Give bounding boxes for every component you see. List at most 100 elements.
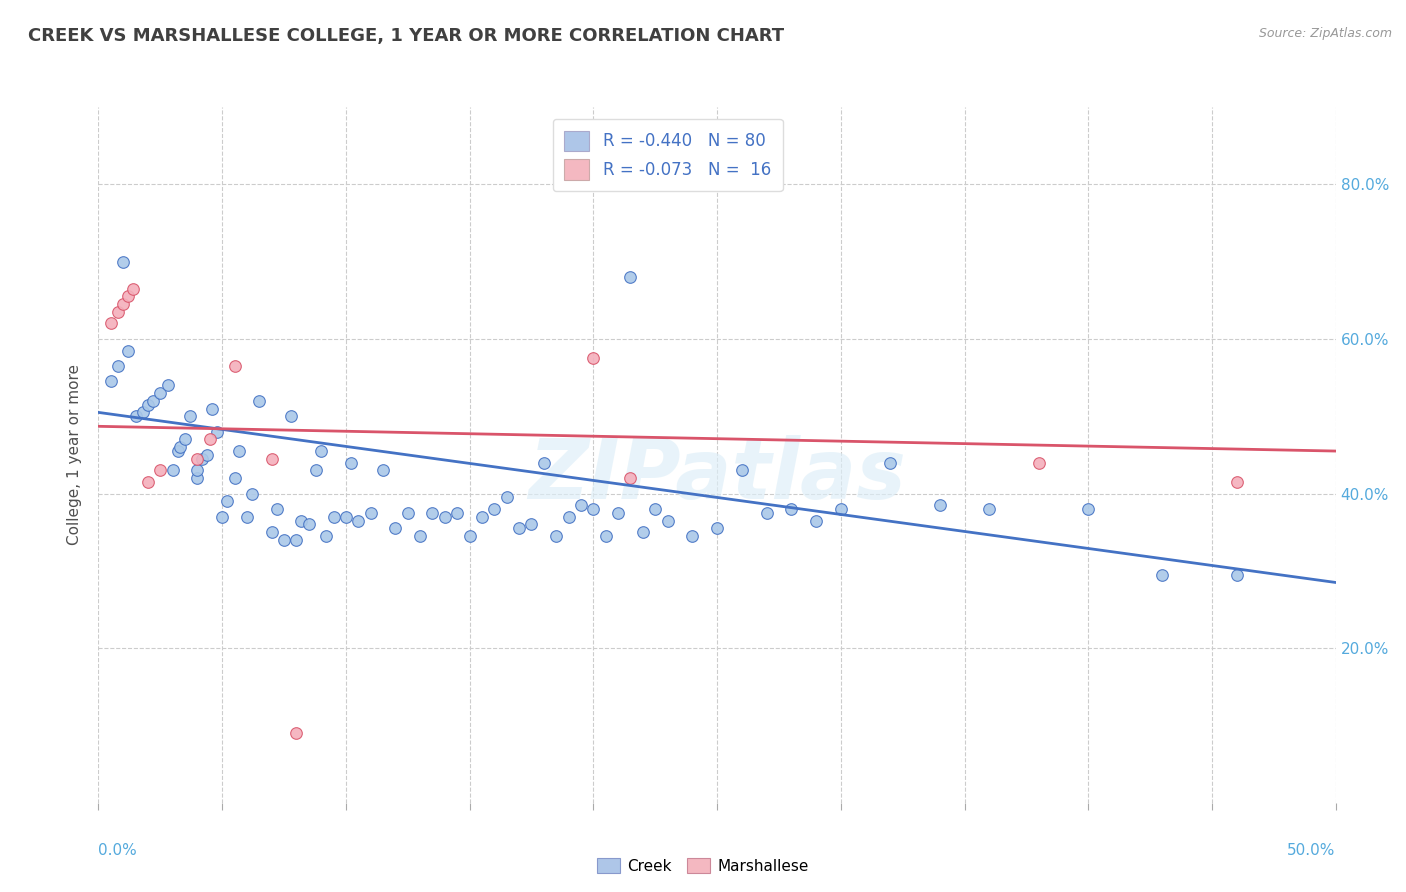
Point bbox=[260, 525, 283, 540]
Point bbox=[195, 448, 218, 462]
Point bbox=[285, 726, 308, 740]
Point bbox=[224, 471, 246, 485]
Point bbox=[247, 393, 270, 408]
Point bbox=[569, 498, 592, 512]
Point bbox=[1226, 567, 1249, 582]
Point bbox=[136, 398, 159, 412]
Point bbox=[508, 521, 530, 535]
Point bbox=[582, 351, 605, 366]
Point bbox=[340, 456, 363, 470]
Point bbox=[731, 463, 754, 477]
Point bbox=[1226, 475, 1249, 489]
Point bbox=[644, 502, 666, 516]
Point bbox=[315, 529, 337, 543]
Point bbox=[607, 506, 630, 520]
Text: Source: ZipAtlas.com: Source: ZipAtlas.com bbox=[1258, 27, 1392, 40]
Y-axis label: College, 1 year or more: College, 1 year or more bbox=[67, 365, 83, 545]
Point bbox=[409, 529, 432, 543]
Point bbox=[446, 506, 468, 520]
Point bbox=[240, 486, 263, 500]
Point bbox=[205, 425, 228, 439]
Point bbox=[706, 521, 728, 535]
Point bbox=[280, 409, 302, 424]
Point bbox=[322, 509, 344, 524]
Point bbox=[433, 509, 456, 524]
Point bbox=[1028, 456, 1050, 470]
Point bbox=[595, 529, 617, 543]
Point bbox=[360, 506, 382, 520]
Point bbox=[681, 529, 703, 543]
Point bbox=[285, 533, 308, 547]
Point bbox=[224, 359, 246, 373]
Text: 0.0%: 0.0% bbox=[98, 843, 138, 858]
Point bbox=[384, 521, 406, 535]
Point bbox=[471, 509, 494, 524]
Point bbox=[298, 517, 321, 532]
Point bbox=[830, 502, 852, 516]
Point bbox=[273, 533, 295, 547]
Point bbox=[458, 529, 481, 543]
Point bbox=[162, 463, 184, 477]
Point bbox=[396, 506, 419, 520]
Point bbox=[169, 440, 191, 454]
Text: CREEK VS MARSHALLESE COLLEGE, 1 YEAR OR MORE CORRELATION CHART: CREEK VS MARSHALLESE COLLEGE, 1 YEAR OR … bbox=[28, 27, 785, 45]
Point bbox=[107, 305, 129, 319]
Point bbox=[979, 502, 1001, 516]
Point bbox=[122, 282, 145, 296]
Point bbox=[495, 491, 517, 505]
Point bbox=[305, 463, 328, 477]
Point bbox=[186, 471, 208, 485]
Point bbox=[117, 343, 139, 358]
Point bbox=[804, 514, 827, 528]
Point bbox=[186, 463, 208, 477]
Text: ZIPatlas: ZIPatlas bbox=[529, 435, 905, 516]
Point bbox=[619, 270, 641, 285]
Point bbox=[879, 456, 901, 470]
Point bbox=[260, 451, 283, 466]
Legend: R = -0.440   N = 80, R = -0.073   N =  16: R = -0.440 N = 80, R = -0.073 N = 16 bbox=[553, 119, 783, 191]
Point bbox=[198, 433, 221, 447]
Point bbox=[124, 409, 146, 424]
Point bbox=[136, 475, 159, 489]
Point bbox=[166, 444, 188, 458]
Point bbox=[1077, 502, 1099, 516]
Point bbox=[112, 254, 135, 268]
Point bbox=[112, 297, 135, 311]
Legend: Creek, Marshallese: Creek, Marshallese bbox=[591, 852, 815, 880]
Point bbox=[631, 525, 654, 540]
Point bbox=[520, 517, 543, 532]
Point bbox=[186, 451, 208, 466]
Point bbox=[149, 386, 172, 401]
Point bbox=[156, 378, 179, 392]
Point bbox=[484, 502, 506, 516]
Point bbox=[780, 502, 803, 516]
Point bbox=[179, 409, 201, 424]
Point bbox=[582, 502, 605, 516]
Point bbox=[107, 359, 129, 373]
Point bbox=[100, 317, 122, 331]
Point bbox=[201, 401, 224, 416]
Text: 50.0%: 50.0% bbox=[1288, 843, 1336, 858]
Point bbox=[217, 494, 239, 508]
Point bbox=[174, 433, 197, 447]
Point bbox=[371, 463, 394, 477]
Point bbox=[290, 514, 312, 528]
Point bbox=[132, 405, 155, 419]
Point bbox=[266, 502, 288, 516]
Point bbox=[149, 463, 172, 477]
Point bbox=[546, 529, 568, 543]
Point bbox=[236, 509, 259, 524]
Point bbox=[228, 444, 250, 458]
Point bbox=[335, 509, 357, 524]
Point bbox=[557, 509, 579, 524]
Point bbox=[211, 509, 233, 524]
Point bbox=[619, 471, 641, 485]
Point bbox=[657, 514, 679, 528]
Point bbox=[928, 498, 950, 512]
Point bbox=[142, 393, 165, 408]
Point bbox=[347, 514, 370, 528]
Point bbox=[309, 444, 332, 458]
Point bbox=[1152, 567, 1174, 582]
Point bbox=[755, 506, 778, 520]
Point bbox=[422, 506, 444, 520]
